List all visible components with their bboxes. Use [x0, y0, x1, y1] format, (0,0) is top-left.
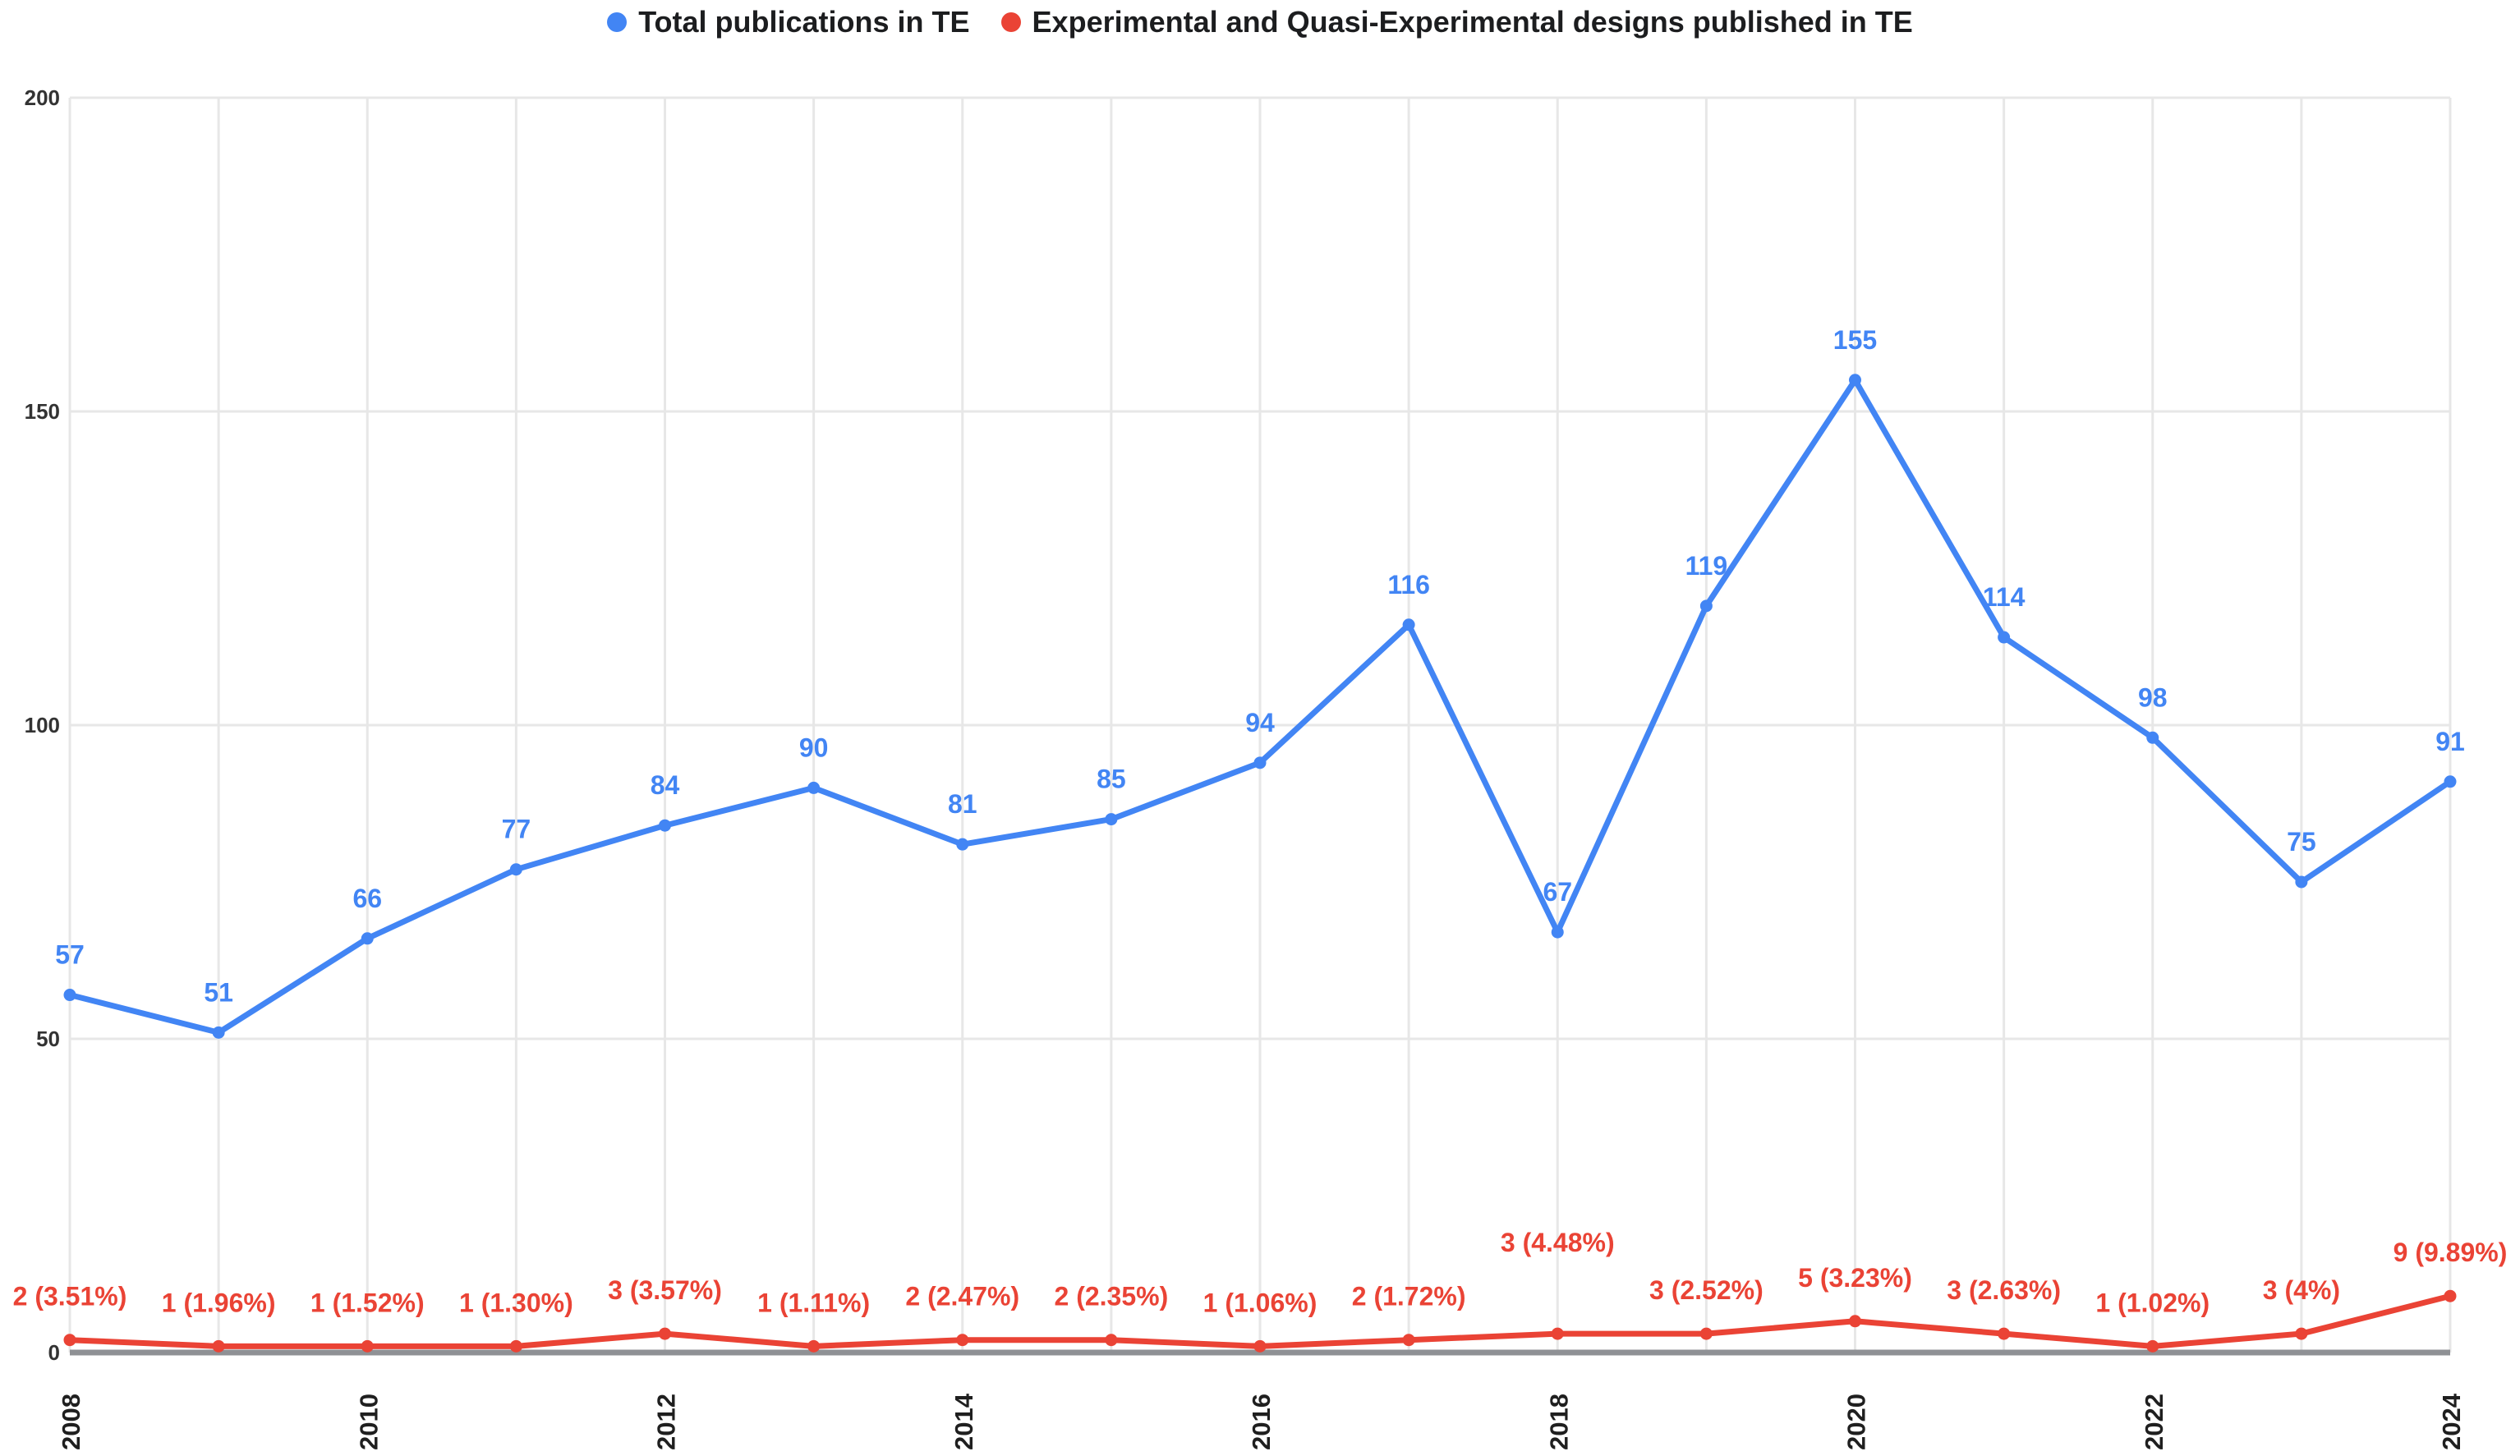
- data-point: [1105, 813, 1118, 826]
- legend-label: Total publications in TE: [638, 5, 970, 39]
- y-axis-tick-label: 50: [36, 1027, 60, 1051]
- data-point: [361, 1339, 374, 1353]
- x-axis-tick-label: 2024: [2437, 1393, 2466, 1450]
- data-point: [1849, 374, 1861, 387]
- data-label: 77: [502, 815, 531, 844]
- data-point: [956, 1334, 969, 1347]
- data-label: 57: [55, 940, 85, 970]
- data-point: [1998, 631, 2011, 644]
- data-label: 2 (2.47%): [905, 1282, 1019, 1311]
- data-label: 155: [1833, 325, 1877, 355]
- data-label: 5 (3.23%): [1798, 1263, 1912, 1293]
- data-label: 1 (1.52%): [310, 1288, 425, 1317]
- data-point: [659, 1327, 671, 1340]
- data-point: [1253, 756, 1267, 769]
- data-point: [361, 932, 374, 945]
- data-point: [1699, 1327, 1713, 1340]
- data-point: [63, 989, 76, 1002]
- y-axis-tick-label: 0: [48, 1340, 60, 1365]
- x-axis-tick-label: 2012: [652, 1394, 681, 1450]
- data-label: 3 (4.48%): [1501, 1228, 1615, 1257]
- y-axis-tick-label: 200: [25, 85, 60, 110]
- y-axis-tick-label: 150: [25, 399, 60, 424]
- data-point: [2146, 731, 2159, 744]
- data-label: 51: [204, 977, 233, 1007]
- data-label: 67: [1543, 877, 1572, 907]
- data-point: [509, 1339, 522, 1353]
- legend-dot-red-icon: [1000, 12, 1021, 32]
- data-label: 94: [1245, 708, 1275, 737]
- data-point: [1699, 599, 1713, 613]
- data-label: 3 (2.63%): [1947, 1275, 2061, 1305]
- x-axis-tick-label: 2022: [2140, 1394, 2168, 1450]
- x-axis-tick-label: 2014: [950, 1393, 978, 1450]
- data-label: 3 (2.52%): [1649, 1275, 1764, 1305]
- x-axis-tick-label: 2020: [1842, 1394, 1871, 1450]
- x-axis-tick-label: 2010: [354, 1394, 383, 1450]
- data-label: 114: [1983, 582, 2026, 612]
- data-label: 3 (3.57%): [608, 1275, 722, 1305]
- data-label: 116: [1387, 570, 1430, 599]
- data-label: 1 (1.30%): [459, 1288, 573, 1317]
- data-point: [212, 1026, 225, 1039]
- data-label: 91: [2435, 727, 2465, 756]
- data-point: [1402, 1334, 1415, 1347]
- x-axis-tick-label: 2016: [1247, 1394, 1276, 1450]
- data-label: 1 (1.96%): [162, 1288, 276, 1317]
- data-label: 1 (1.11%): [757, 1288, 870, 1317]
- data-point: [1402, 618, 1415, 632]
- data-label: 2 (2.35%): [1055, 1282, 1169, 1311]
- x-axis-tick-label: 2008: [57, 1394, 85, 1450]
- data-label: 85: [1097, 765, 1126, 794]
- data-label: 90: [799, 733, 829, 762]
- data-point: [2444, 1289, 2457, 1302]
- data-point: [1105, 1334, 1118, 1347]
- data-point: [2146, 1339, 2159, 1353]
- data-label: 119: [1685, 551, 1728, 581]
- data-label: 84: [651, 770, 680, 800]
- data-point: [956, 838, 969, 851]
- data-point: [509, 863, 522, 876]
- y-axis-tick-label: 100: [25, 713, 60, 737]
- data-point: [807, 1339, 821, 1353]
- data-label: 2 (3.51%): [13, 1282, 127, 1311]
- data-label: 75: [2287, 827, 2316, 857]
- data-point: [807, 781, 821, 794]
- data-label: 3 (4%): [2263, 1275, 2340, 1305]
- legend-item-experimental-designs: Experimental and Quasi-Experimental desi…: [1000, 5, 1913, 39]
- data-point: [1253, 1339, 1267, 1353]
- data-label: 98: [2138, 682, 2168, 712]
- data-label: 66: [352, 884, 382, 913]
- data-label: 2 (1.72%): [1352, 1282, 1466, 1311]
- data-label: 9 (9.89%): [2394, 1238, 2508, 1267]
- legend-dot-blue-icon: [607, 12, 628, 32]
- data-label: 1 (1.02%): [2095, 1288, 2210, 1317]
- data-label: 81: [948, 789, 977, 819]
- data-point: [2444, 775, 2457, 788]
- data-point: [63, 1334, 76, 1347]
- data-point: [1849, 1315, 1861, 1328]
- data-point: [1998, 1327, 2011, 1340]
- legend-label: Experimental and Quasi-Experimental desi…: [1032, 5, 1913, 39]
- x-axis-tick-label: 2018: [1544, 1394, 1573, 1450]
- data-point: [1551, 926, 1564, 939]
- data-point: [2295, 1327, 2308, 1340]
- legend-item-total-publications: Total publications in TE: [607, 5, 970, 39]
- data-point: [1551, 1327, 1564, 1340]
- data-label: 1 (1.06%): [1203, 1288, 1317, 1317]
- data-point: [2295, 875, 2308, 889]
- chart-legend: Total publications in TE Experimental an…: [0, 5, 2520, 39]
- data-point: [659, 819, 671, 832]
- data-point: [212, 1339, 225, 1353]
